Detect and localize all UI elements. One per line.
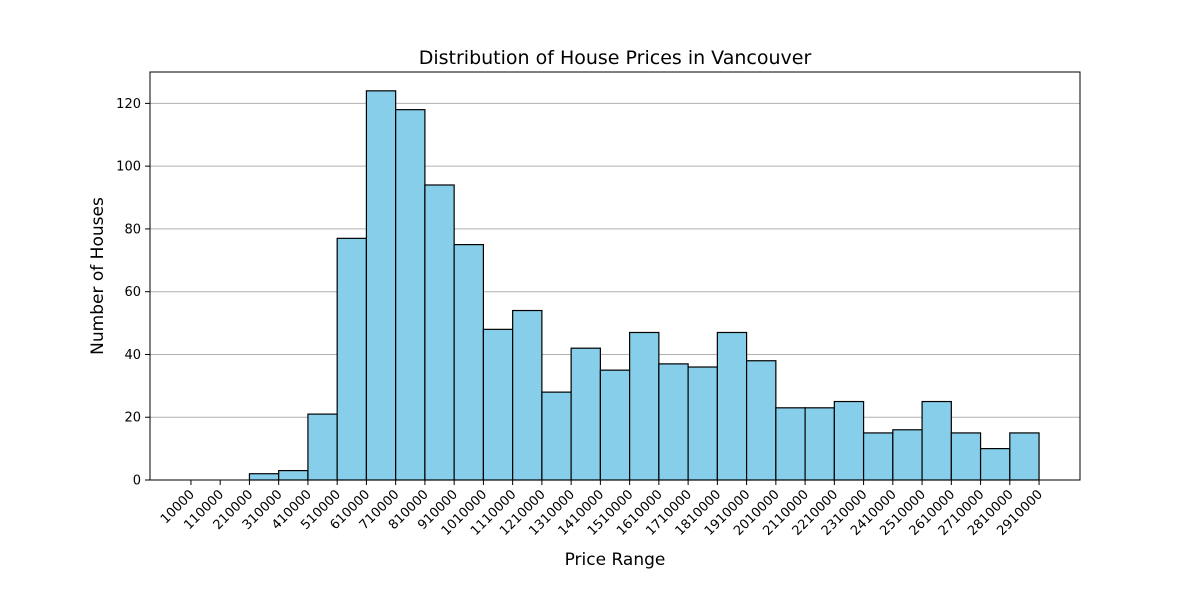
plot-frame bbox=[149, 71, 1081, 481]
histogram-bar bbox=[629, 331, 660, 481]
histogram-bar bbox=[570, 347, 601, 481]
histogram-bar bbox=[921, 400, 952, 481]
histogram-bar bbox=[336, 237, 368, 481]
y-tick-label: 60 bbox=[124, 285, 141, 300]
histogram-bar bbox=[248, 473, 280, 481]
y-tick-label: 40 bbox=[124, 348, 141, 363]
histogram-bar bbox=[979, 448, 1011, 481]
y-tick-label: 120 bbox=[116, 97, 141, 112]
y-tick-labels: 0 20 40 60 80 100 120 bbox=[116, 97, 141, 489]
y-tick-label: 20 bbox=[124, 411, 141, 426]
histogram-bar bbox=[658, 363, 689, 481]
histogram-bar bbox=[746, 360, 777, 481]
histogram-bar bbox=[307, 413, 338, 481]
y-tick-label: 0 bbox=[133, 474, 141, 489]
histogram-bar bbox=[716, 331, 748, 481]
histogram-bar bbox=[541, 391, 572, 481]
histogram-bar bbox=[599, 369, 631, 481]
histogram-bar bbox=[804, 407, 835, 481]
histogram-bar bbox=[424, 184, 455, 481]
histogram-bar bbox=[833, 400, 865, 481]
histogram-bar bbox=[1009, 432, 1040, 481]
histogram-bar bbox=[687, 366, 718, 481]
tick-marks bbox=[145, 102, 1040, 485]
x-tick-labels: 1000011000021000031000041000051000061000… bbox=[158, 487, 1046, 539]
histogram-bars bbox=[248, 90, 1040, 481]
axes bbox=[149, 71, 1081, 481]
histogram-bar bbox=[453, 244, 484, 481]
histogram-bar bbox=[950, 432, 982, 481]
histogram-bar bbox=[892, 429, 923, 481]
histogram-bar bbox=[365, 90, 397, 481]
y-tick-label: 100 bbox=[116, 160, 141, 175]
histogram-bar bbox=[395, 109, 426, 481]
histogram-bar bbox=[512, 309, 543, 481]
y-axis-label: Number of Houses bbox=[88, 197, 108, 355]
histogram-bar bbox=[775, 407, 806, 481]
grid-lines bbox=[150, 102, 1080, 481]
chart-title: Distribution of House Prices in Vancouve… bbox=[419, 47, 812, 69]
x-axis-label: Price Range bbox=[565, 550, 666, 570]
histogram-bar bbox=[482, 328, 514, 481]
histogram-bar bbox=[862, 432, 894, 481]
histogram-bar bbox=[278, 469, 309, 481]
y-tick-label: 80 bbox=[124, 222, 141, 237]
